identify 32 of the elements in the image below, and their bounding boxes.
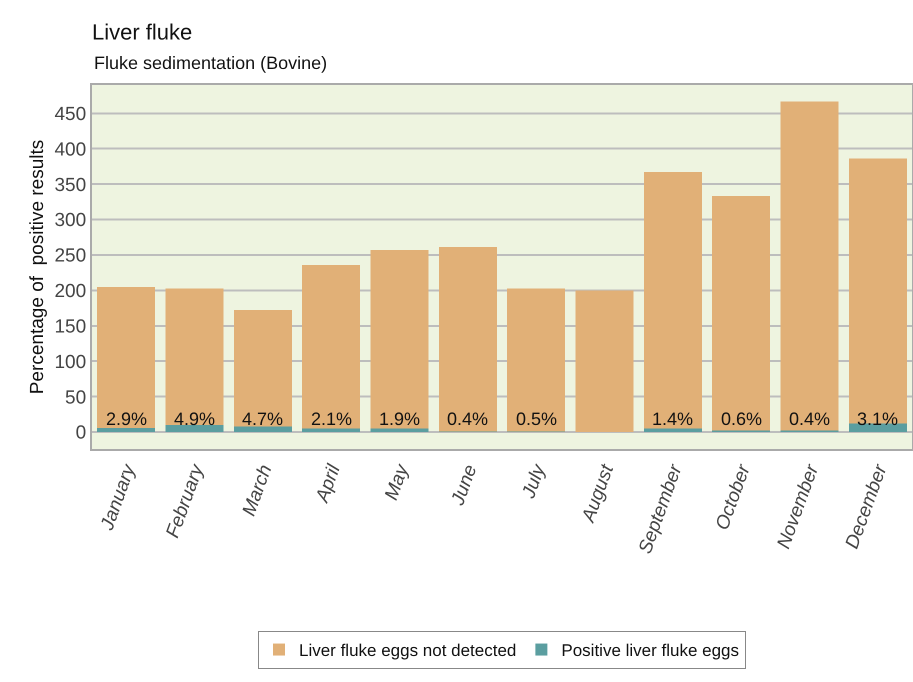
chart-title: Liver fluke (92, 19, 192, 44)
annotation: 1.9% (379, 409, 420, 429)
y-tick-label: 100 (54, 352, 86, 373)
legend-label: Liver fluke eggs not detected (299, 641, 516, 660)
annotation: 0.4% (789, 409, 830, 429)
chart-subtitle: Fluke sedimentation (Bovine) (94, 53, 328, 73)
x-tick-label: July (518, 460, 550, 502)
annotation: 1.4% (652, 409, 694, 429)
y-tick-label: 450 (54, 104, 86, 125)
annotation: 0.6% (721, 409, 762, 429)
x-tick-label: March (238, 462, 276, 519)
y-tick-label: 350 (54, 174, 86, 196)
annotation: 4.9% (174, 409, 216, 429)
x-tick-label: August (578, 461, 618, 526)
y-axis-title: Percentage of positive results (26, 140, 48, 394)
annotation: 2.1% (311, 409, 352, 429)
annotation: 4.7% (242, 409, 284, 429)
y-tick-label: 0 (76, 422, 86, 444)
annotation: 2.9% (106, 409, 148, 429)
y-tick-label: 250 (54, 246, 86, 267)
x-tick-label: October (712, 461, 756, 533)
y-tick-label: 400 (54, 139, 86, 160)
x-tick-label: May (381, 460, 414, 503)
legend-label: Positive liver fluke eggs (561, 641, 740, 660)
y-tick-label: 300 (54, 210, 86, 232)
y-tick-label: 150 (54, 316, 86, 338)
annotation: 0.5% (516, 409, 558, 429)
x-tick-label: June (447, 462, 482, 509)
x-tick-label: April (312, 461, 346, 506)
y-tick-label: 50 (65, 387, 86, 408)
y-tick-label: 200 (54, 281, 86, 302)
annotation: 0.4% (447, 409, 488, 429)
